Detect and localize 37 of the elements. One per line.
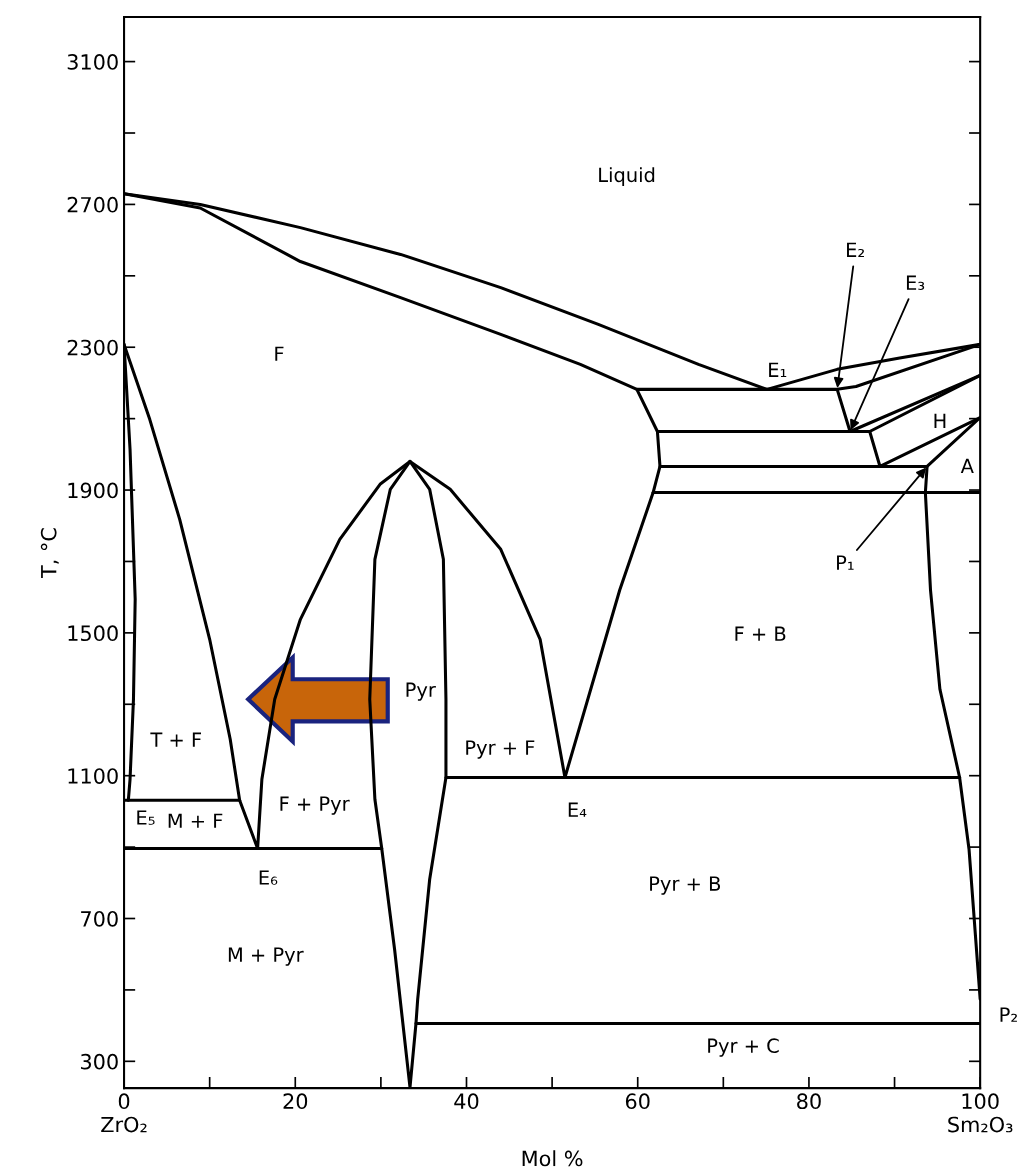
y-tick-label: 1500: [68, 625, 118, 642]
x-tick-label: 40: [454, 1093, 479, 1110]
annotation: E₄: [568, 802, 587, 817]
x-tick-label: 100 Sm₂O₃: [948, 1093, 1013, 1133]
y-tick-label: 2300: [67, 339, 118, 356]
annotation: E₁: [769, 362, 787, 377]
y-axis-title: T, °C: [40, 528, 59, 579]
y-tick-label: 1900: [68, 482, 118, 499]
annotation: A: [960, 458, 974, 473]
annotation: F: [275, 346, 284, 361]
annotation: F + B: [735, 626, 786, 641]
x-axis-title: Mol %: [522, 1150, 583, 1167]
annotation: T + F: [150, 732, 201, 747]
annotation: Pyr + F: [466, 740, 535, 759]
y-tick-label: 2700: [67, 196, 118, 213]
x-tick-label: 0 ZrO₂: [101, 1093, 147, 1133]
annotation: M + F: [168, 813, 223, 828]
x-tick-label: 20: [283, 1093, 308, 1110]
annotation: Pyr: [406, 682, 436, 701]
annotation: Pyr + C: [708, 1038, 779, 1057]
annotation: E₂: [847, 242, 864, 257]
annotation: E₆: [259, 870, 278, 885]
text: P₂: [1000, 1007, 1017, 1022]
annotation: Liquid: [599, 167, 655, 186]
x-tick-label: 60: [625, 1093, 650, 1110]
y-tick-label: 700: [81, 910, 118, 927]
y-tick-label: 3100: [67, 54, 118, 70]
annotation: Pyr + B: [650, 876, 721, 895]
annotation: H: [934, 413, 946, 428]
annotation: P₁: [837, 555, 854, 570]
x-tick-label: 80: [797, 1093, 821, 1110]
annotation: M + Pyr: [228, 947, 304, 966]
annotation: F + Pyr: [280, 796, 350, 815]
annotation: E₃: [906, 275, 925, 290]
y-tick-label: 1100: [68, 768, 118, 784]
annotation: E₅: [137, 810, 155, 825]
y-tick-label: 300: [81, 1053, 118, 1070]
